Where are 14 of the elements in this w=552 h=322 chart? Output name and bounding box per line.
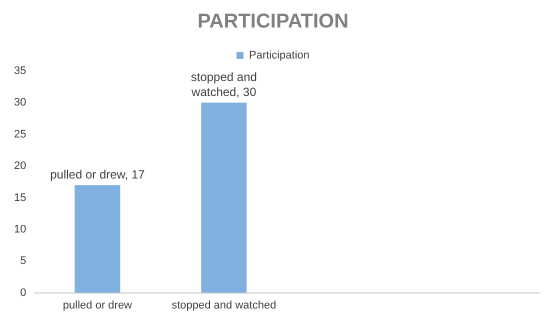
text: pulled or drew, 17: [50, 167, 145, 182]
chart-title: PARTICIPATION: [197, 10, 349, 33]
text: stopped and watched, 30: [190, 70, 257, 99]
legend-label: Participation: [248, 50, 310, 62]
x-tick-label: stopped and watched: [172, 299, 276, 312]
y-tick-label: 35: [14, 65, 26, 78]
y-tick-label: 0: [20, 286, 26, 299]
y-tick-label: 5: [20, 255, 26, 268]
y-tick-label: 10: [14, 223, 26, 236]
x-tick-label: pulled or drew: [62, 299, 132, 312]
y-tick-label: 20: [14, 160, 26, 172]
y-tick-label: 15: [14, 192, 26, 204]
y-tick-label: 30: [14, 96, 26, 109]
y-tick-label: 25: [14, 128, 26, 140]
